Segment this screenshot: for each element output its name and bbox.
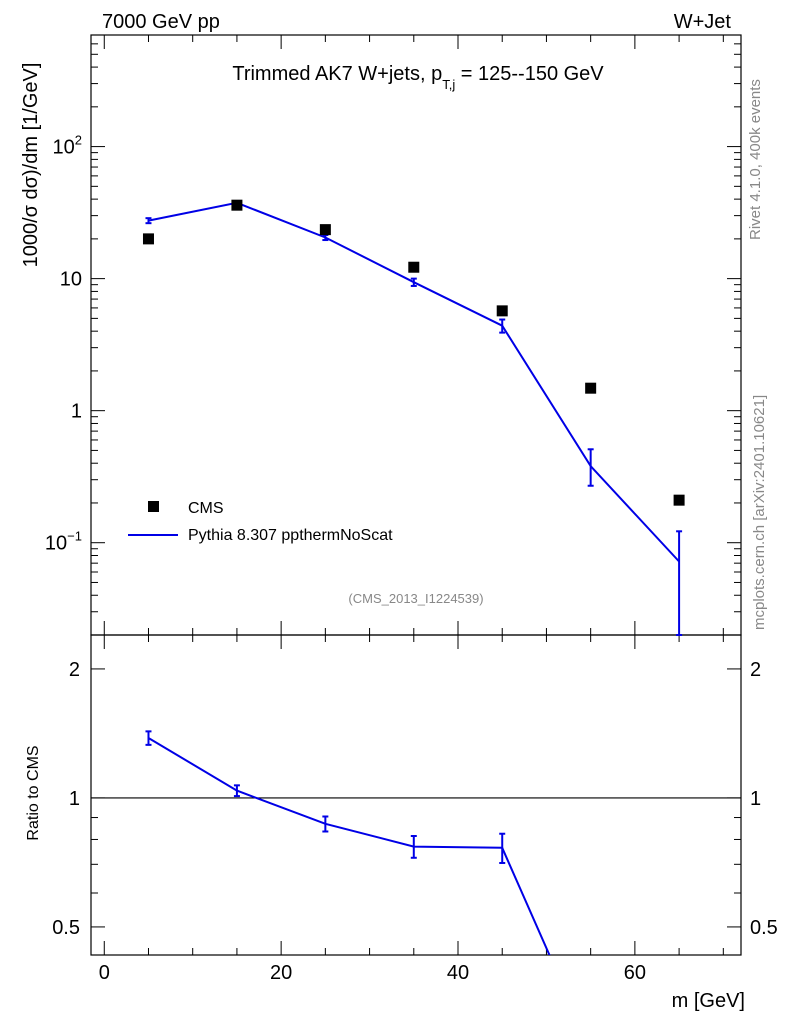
ratio-y-axis-label: Ratio to CMS	[25, 745, 42, 840]
chart-title: Trimmed AK7 W+jets, pT,j = 125--150 GeV	[232, 63, 604, 92]
cms-data-point	[585, 382, 597, 394]
main-axis-ticks: 10−1 1 10 102	[45, 34, 741, 636]
ratio-y-tick-label-right: 0.5	[750, 917, 778, 939]
x-axis-ticks: 0 20 40 60	[99, 35, 724, 984]
ratio-y-tick-label-left: 0.5	[52, 917, 80, 939]
y-tick-label: 10	[60, 269, 82, 291]
legend-cms-label: CMS	[188, 500, 224, 517]
ratio-plot-frame	[90, 634, 742, 956]
legend-pythia-label: Pythia 8.307 ppthermNoScat	[188, 527, 393, 544]
cms-data-point	[319, 224, 331, 236]
cms-data-point	[673, 494, 685, 506]
ratio-y-tick-label-right: 2	[750, 659, 761, 681]
main-data-layer	[142, 199, 685, 636]
header-right: W+Jet	[674, 11, 732, 33]
mcplots-label: mcplots.cern.ch [arXiv:2401.10621]	[751, 395, 768, 630]
cms-data-point	[142, 233, 154, 245]
ratio-data-layer	[91, 730, 741, 955]
pythia-line	[148, 201, 680, 563]
ratio-y-tick-label-right: 1	[750, 788, 761, 810]
cms-data-point	[496, 305, 508, 317]
ratio-y-tick-label-left: 2	[69, 659, 80, 681]
x-axis-label: m [GeV]	[672, 990, 745, 1012]
cms-data-point	[408, 261, 420, 273]
x-tick-label: 0	[99, 962, 110, 984]
ratio-line	[147, 737, 551, 955]
ratio-y-tick-label-left: 1	[69, 788, 80, 810]
header-left: 7000 GeV pp	[102, 11, 220, 33]
y-tick-label: 1	[71, 401, 82, 423]
analysis-tag: (CMS_2013_I1224539)	[348, 591, 483, 606]
cms-data-point	[231, 199, 243, 211]
legend-cms-marker	[148, 501, 159, 512]
y-tick-label: 102	[53, 133, 82, 159]
main-y-axis-label: 1000/σ dσ)/dm [1/GeV]	[20, 63, 42, 268]
ratio-axis-ticks: 0.5 0.5 1 1 2 2	[52, 659, 778, 939]
x-tick-label: 20	[270, 962, 292, 984]
main-plot-frame	[90, 34, 742, 636]
x-tick-label: 40	[447, 962, 469, 984]
y-tick-label: 10−1	[45, 529, 82, 555]
rivet-label: Rivet 4.1.0, 400k events	[747, 79, 764, 240]
x-tick-label: 60	[624, 962, 646, 984]
